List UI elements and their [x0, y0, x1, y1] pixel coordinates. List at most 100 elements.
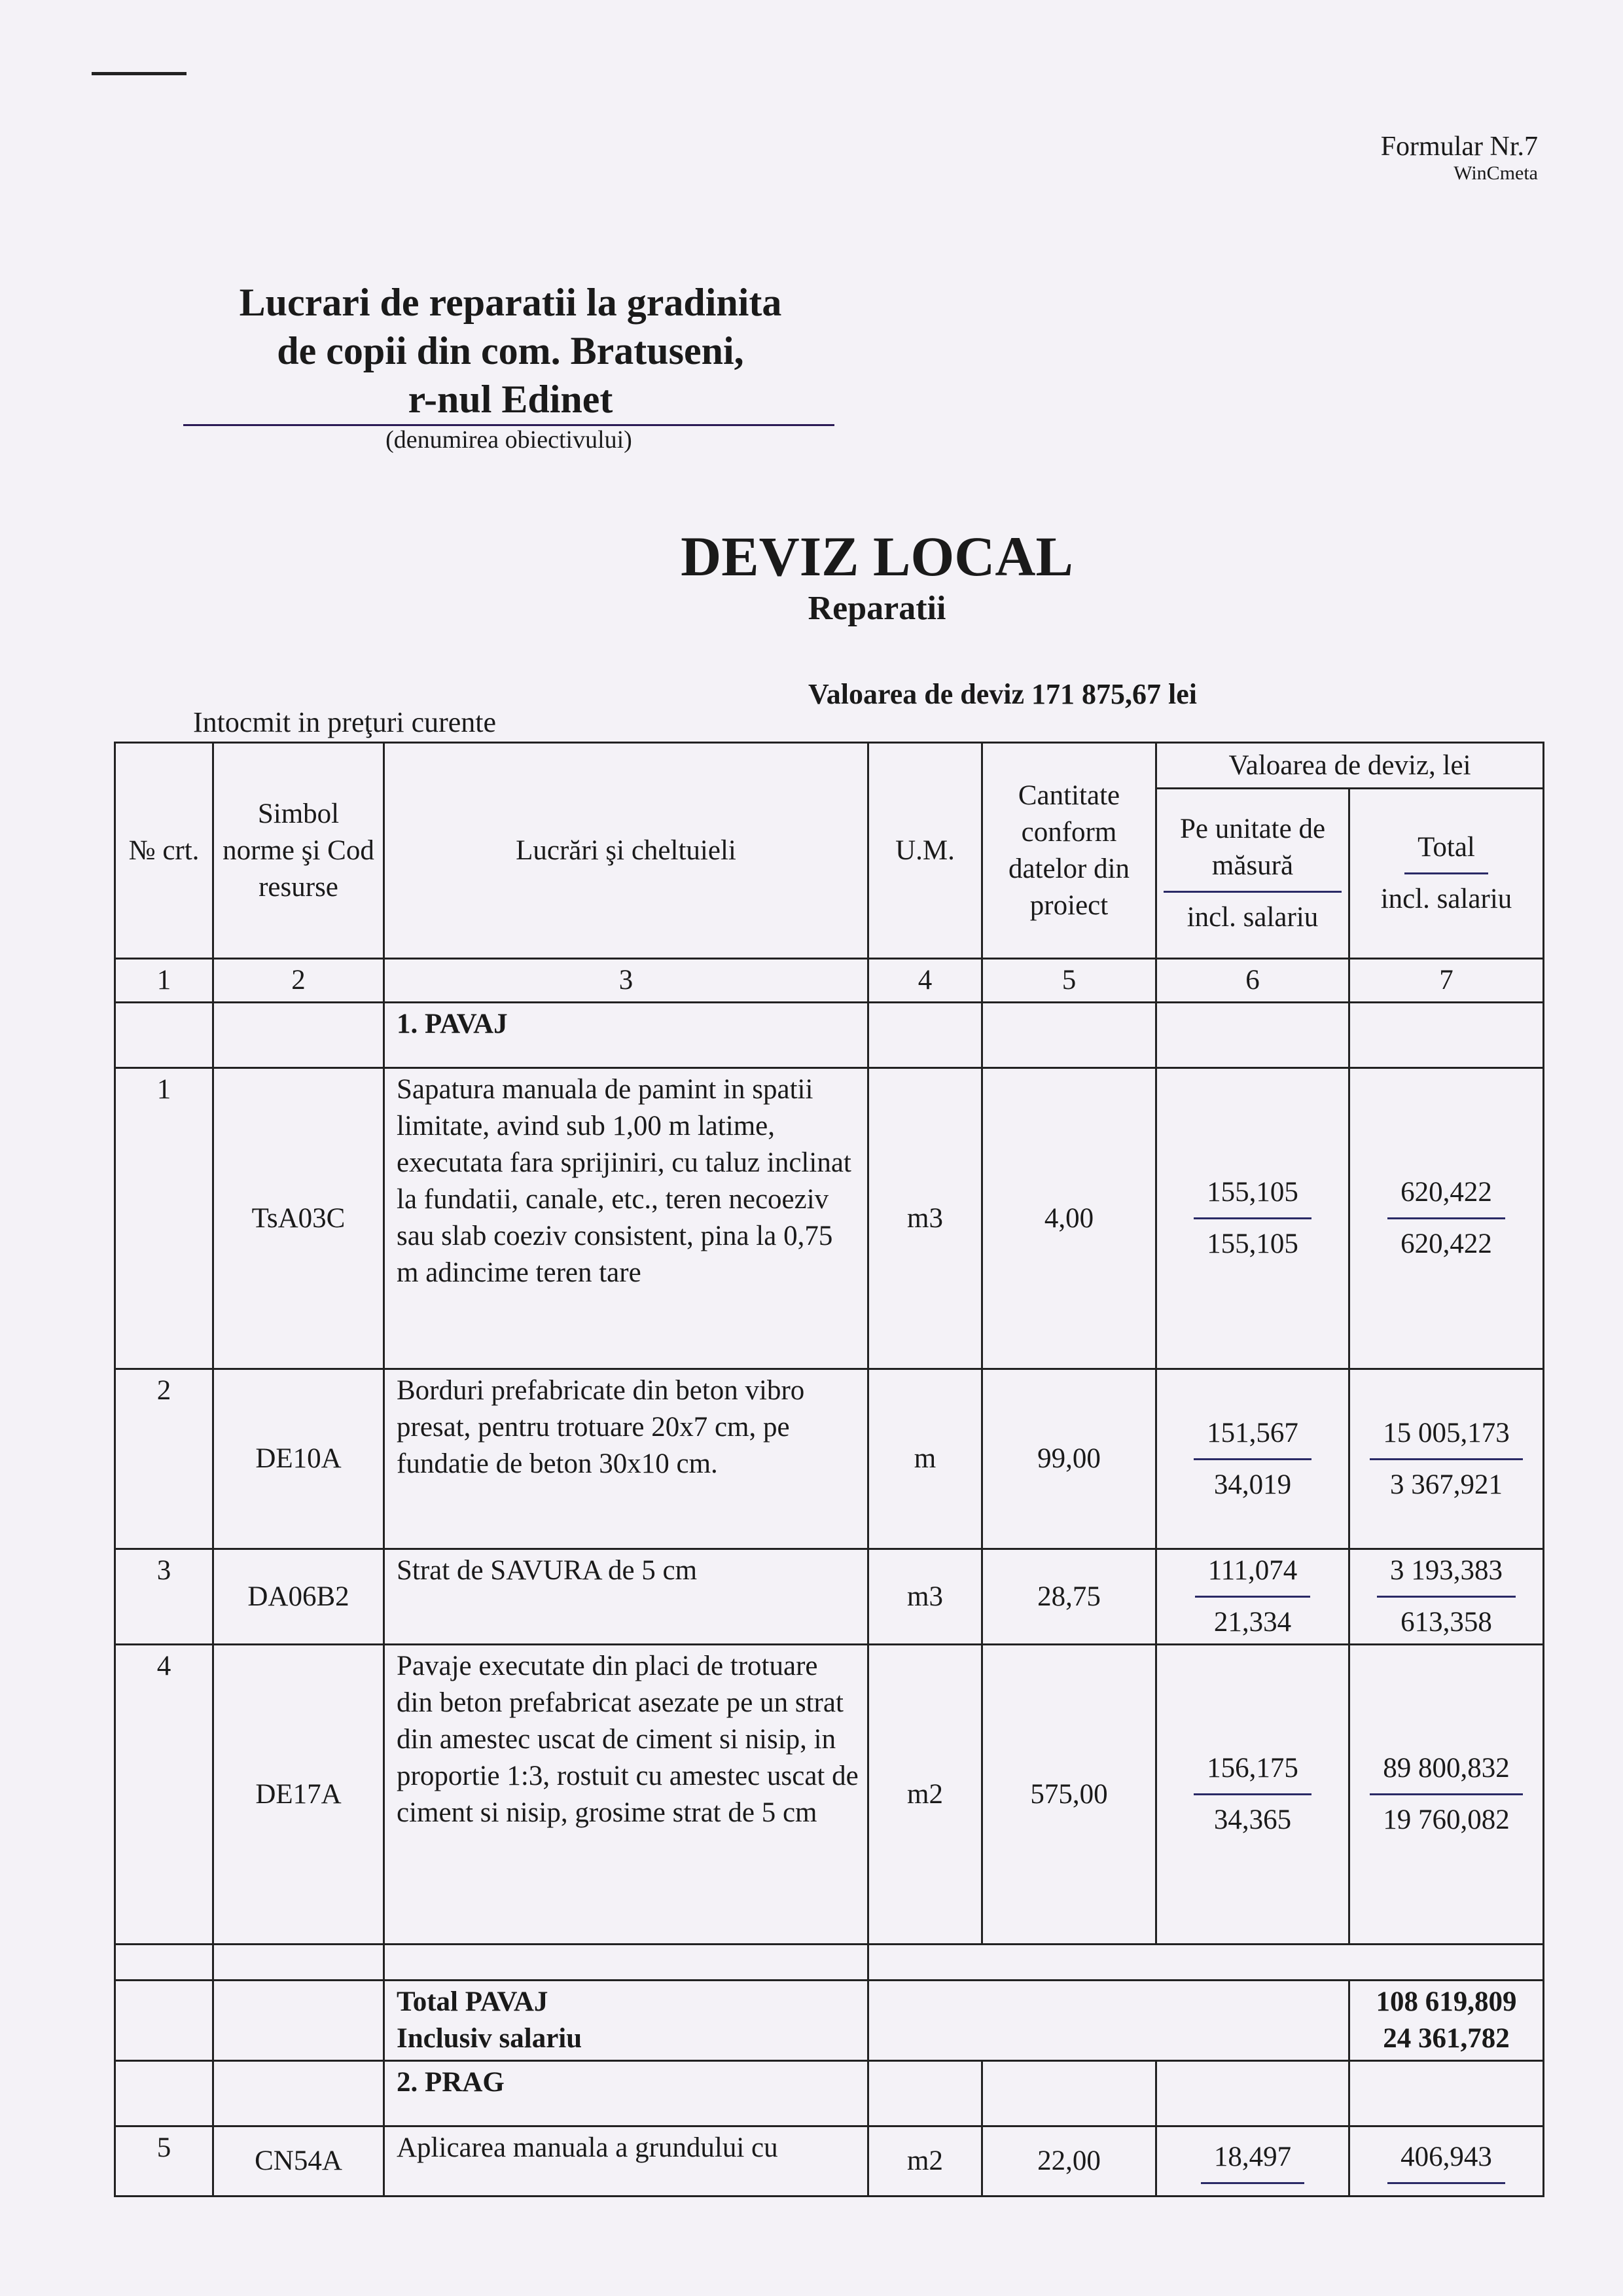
- row-nr: 5: [114, 2125, 214, 2197]
- col-number: 4: [867, 958, 983, 1003]
- row-total: 620,422 620,422: [1348, 1067, 1544, 1370]
- row-unit: 155,105 155,105: [1155, 1067, 1350, 1370]
- total-pavaj-label: Total PAVAJ: [397, 1986, 548, 2017]
- object-caption: (denumirea obiectivului): [385, 426, 632, 454]
- header-total-sub: incl. salariu: [1380, 884, 1512, 914]
- total-row: Total PAVAJ Inclusiv salariu 108 619,809 2…: [114, 1979, 1544, 2062]
- divider: [183, 424, 834, 426]
- estimate-table: № crt. Simbol norme şi Cod resurse Lucră…: [114, 742, 1544, 2197]
- row-qty: 4,00: [981, 1067, 1157, 1370]
- row-qty: 575,00: [981, 1643, 1157, 1945]
- header-value: Valoarea de deviz, lei: [1155, 742, 1544, 789]
- row-um: m2: [867, 1643, 983, 1945]
- total-salary-label: Inclusiv salariu: [397, 2023, 582, 2054]
- software-label: WinCmeta: [1454, 162, 1538, 184]
- total-pavaj-value: 108 619,809: [1376, 1986, 1517, 2017]
- row-unit: 111,074 21,334: [1155, 1548, 1350, 1645]
- object-name: Lucrari de reparatii la gradinita de cop…: [164, 278, 857, 423]
- row-um: m: [867, 1368, 983, 1550]
- unit-price: 155,105: [1194, 1174, 1311, 1219]
- row-unit: 156,175 34,365: [1155, 1643, 1350, 1945]
- table-row: 2 DE10A Borduri prefabricate din beton vib…: [114, 1368, 1544, 1550]
- total-price: 3 193,383: [1377, 1552, 1516, 1598]
- total-value: 108 619,809 24 361,782: [1348, 1979, 1544, 2062]
- form-number: Formular Nr.7 WinCmeta: [1381, 131, 1538, 185]
- header-um: U.M.: [867, 742, 983, 960]
- page-subtitle: Reparatii: [808, 590, 946, 627]
- row-nr: 3: [114, 1548, 214, 1645]
- table-row: 1 TsA03C Sapatura manuala de pamint in spa…: [114, 1067, 1544, 1370]
- header-nr: № crt.: [114, 742, 214, 960]
- prices-note: Intocmit in preţuri curente: [193, 706, 497, 738]
- header-unit-label: Pe unitate de măsură: [1164, 811, 1342, 893]
- total-salary-value: 24 361,782: [1383, 2023, 1510, 2054]
- object-line: Lucrari de reparatii la gradinita: [239, 281, 782, 324]
- header-works: Lucrări şi cheltuieli: [383, 742, 869, 960]
- row-nr: 2: [114, 1368, 214, 1550]
- col-number: 1: [114, 958, 214, 1003]
- header-row: № crt. Simbol norme şi Cod resurse Lucră…: [114, 742, 1544, 960]
- header-total: Total incl. salariu: [1348, 787, 1544, 960]
- scan-mark: [92, 72, 187, 75]
- empty-row: [114, 1943, 1544, 1981]
- row-um: m2: [867, 2125, 983, 2197]
- object-line: r-nul Edinet: [408, 378, 613, 421]
- unit-price: 151,567: [1194, 1415, 1311, 1460]
- header-row: Pe unitate de măsură incl. salariu Total i…: [115, 787, 1544, 960]
- row-desc: Strat de SAVURA de 5 cm: [383, 1548, 869, 1645]
- row-total: 3 193,383 613,358: [1348, 1548, 1544, 1645]
- row-total: 406,943: [1348, 2125, 1544, 2197]
- section-row: 1. PAVAJ: [114, 1001, 1544, 1069]
- total-price: 406,943: [1387, 2139, 1505, 2184]
- row-um: m3: [867, 1067, 983, 1370]
- row-desc: Sapatura manuala de pamint in spatii lim…: [383, 1067, 869, 1370]
- row-qty: 99,00: [981, 1368, 1157, 1550]
- header-unit: Pe unitate de măsură incl. salariu: [1155, 787, 1350, 960]
- row-um: m3: [867, 1548, 983, 1645]
- section-title: 1. PAVAJ: [383, 1001, 869, 1069]
- table-row: 5 CN54A Aplicarea manuala a grundului cu m2…: [114, 2125, 1544, 2197]
- row-nr: 1: [114, 1067, 214, 1370]
- col-number: 5: [981, 958, 1157, 1003]
- total-price: 89 800,832: [1370, 1750, 1523, 1795]
- unit-salary: 21,334: [1213, 1607, 1292, 1638]
- total-salary: 620,422: [1400, 1229, 1492, 1259]
- row-unit: 18,497: [1155, 2125, 1350, 2197]
- table-row: 3 DA06B2 Strat de SAVURA de 5 cm m3 28,75 11…: [114, 1548, 1544, 1645]
- row-qty: 28,75: [981, 1548, 1157, 1645]
- section-title: 2. PRAG: [383, 2060, 869, 2127]
- section-row: 2. PRAG: [114, 2060, 1544, 2127]
- row-qty: 22,00: [981, 2125, 1157, 2197]
- total-price: 15 005,173: [1370, 1415, 1523, 1460]
- unit-salary: 34,019: [1213, 1469, 1292, 1500]
- row-desc: Pavaje executate din placi de trotuare d…: [383, 1643, 869, 1945]
- total-salary: 613,358: [1400, 1607, 1492, 1638]
- header-quantity: Cantitate conform datelor din proiect: [981, 742, 1157, 960]
- table-row: 4 DE17A Pavaje executate din placi de trot…: [114, 1643, 1544, 1945]
- col-number: 2: [212, 958, 385, 1003]
- row-desc: Borduri prefabricate din beton vibro pre…: [383, 1368, 869, 1550]
- row-total: 15 005,173 3 367,921: [1348, 1368, 1544, 1550]
- total-label: Total PAVAJ Inclusiv salariu: [383, 1979, 869, 2062]
- formular-label: Formular Nr.7: [1380, 132, 1538, 162]
- row-unit: 151,567 34,019: [1155, 1368, 1350, 1550]
- row-code: DA06B2: [212, 1548, 385, 1645]
- row-nr: 4: [114, 1643, 214, 1945]
- unit-price: 156,175: [1194, 1750, 1311, 1795]
- row-total: 89 800,832 19 760,082: [1348, 1643, 1544, 1945]
- object-line: de copii din com. Bratuseni,: [277, 329, 744, 372]
- col-number: 6: [1155, 958, 1350, 1003]
- col-number: 3: [383, 958, 869, 1003]
- total-price: 620,422: [1387, 1174, 1505, 1219]
- unit-salary: 155,105: [1207, 1229, 1298, 1259]
- estimate-value: Valoarea de deviz 171 875,67 lei: [808, 678, 1197, 710]
- row-desc: Aplicarea manuala a grundului cu: [383, 2125, 869, 2197]
- page-title: DEVIZ LOCAL: [681, 525, 1073, 588]
- total-salary: 19 760,082: [1383, 1804, 1510, 1835]
- row-code: DE17A: [212, 1643, 385, 1945]
- row-code: DE10A: [212, 1368, 385, 1550]
- header-unit-sub: incl. salariu: [1186, 902, 1319, 933]
- header-code: Simbol norme şi Cod resurse: [212, 742, 385, 960]
